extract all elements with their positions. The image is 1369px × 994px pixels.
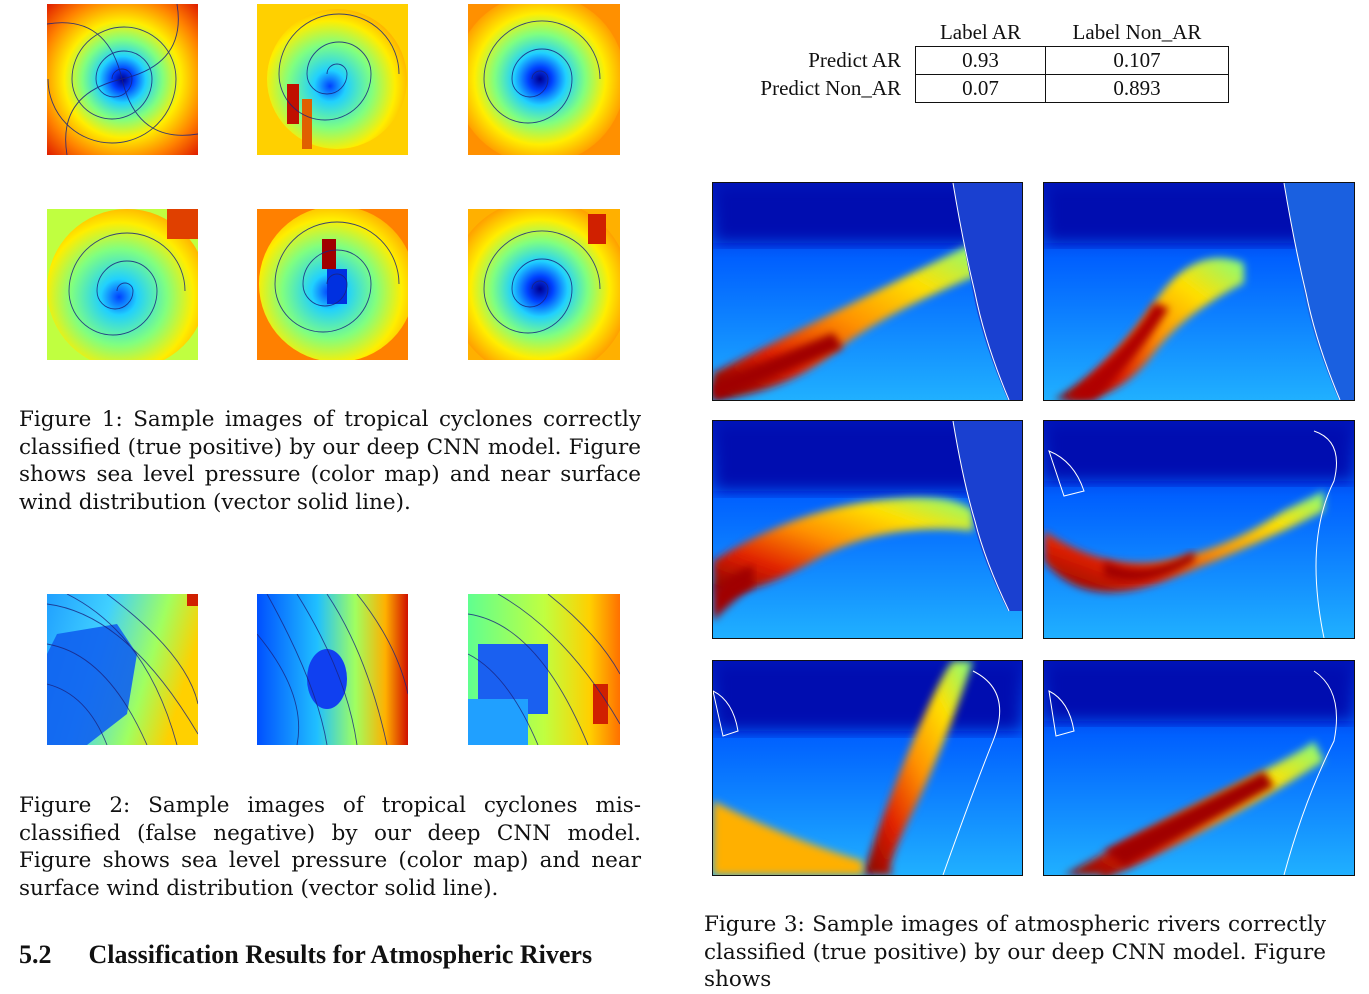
ar-image-5 (712, 660, 1023, 876)
ar-image-1 (712, 182, 1023, 401)
cyclone-image-3 (468, 4, 620, 155)
cyclone-image-6 (468, 209, 620, 360)
misclassified-image-3 (468, 594, 620, 745)
figure-1 (0, 0, 680, 380)
col-header-label-non-ar: Label Non_AR (1072, 20, 1202, 44)
cyclone-image-5 (257, 209, 408, 360)
row-label: Predict AR (808, 48, 901, 72)
ar-image-4 (1043, 420, 1355, 639)
section-number: 5.2 (19, 940, 52, 969)
table-row: Predict AR 0.93 0.107 (716, 46, 1229, 75)
ar-image-2 (1043, 182, 1355, 401)
confusion-table: Label AR Label Non_AR Predict AR 0.93 0.… (716, 19, 1229, 103)
figure-2-caption: Figure 2: Sample images of tropical cycl… (19, 793, 641, 901)
table-cell: 0.107 (1045, 46, 1229, 75)
figure-1-caption: Figure 1: Sample images of tropical cycl… (19, 407, 641, 515)
misclassified-image-1 (47, 594, 198, 745)
section-title: Classification Results for Atmospheric R… (88, 940, 593, 969)
table-cell: 0.93 (915, 46, 1046, 75)
figure-3 (700, 170, 1369, 890)
figure-2 (0, 590, 680, 750)
ar-image-3 (712, 420, 1023, 639)
row-label: Predict Non_AR (760, 76, 901, 100)
misclassified-image-2 (257, 594, 408, 745)
table-cell: 0.893 (1045, 74, 1229, 103)
ar-image-6 (1043, 660, 1355, 876)
table-cell: 0.07 (915, 74, 1046, 103)
cyclone-image-4 (47, 209, 198, 360)
col-header-label-ar: Label AR (939, 20, 1022, 44)
table-row: Predict Non_AR 0.07 0.893 (716, 74, 1229, 103)
figure-3-caption: Figure 3: Sample images of atmospheric r… (704, 912, 1326, 992)
cyclone-image-2 (257, 4, 408, 155)
cyclone-image-1 (47, 4, 198, 155)
section-heading: 5.2 Classification Results for Atmospher… (19, 940, 592, 970)
